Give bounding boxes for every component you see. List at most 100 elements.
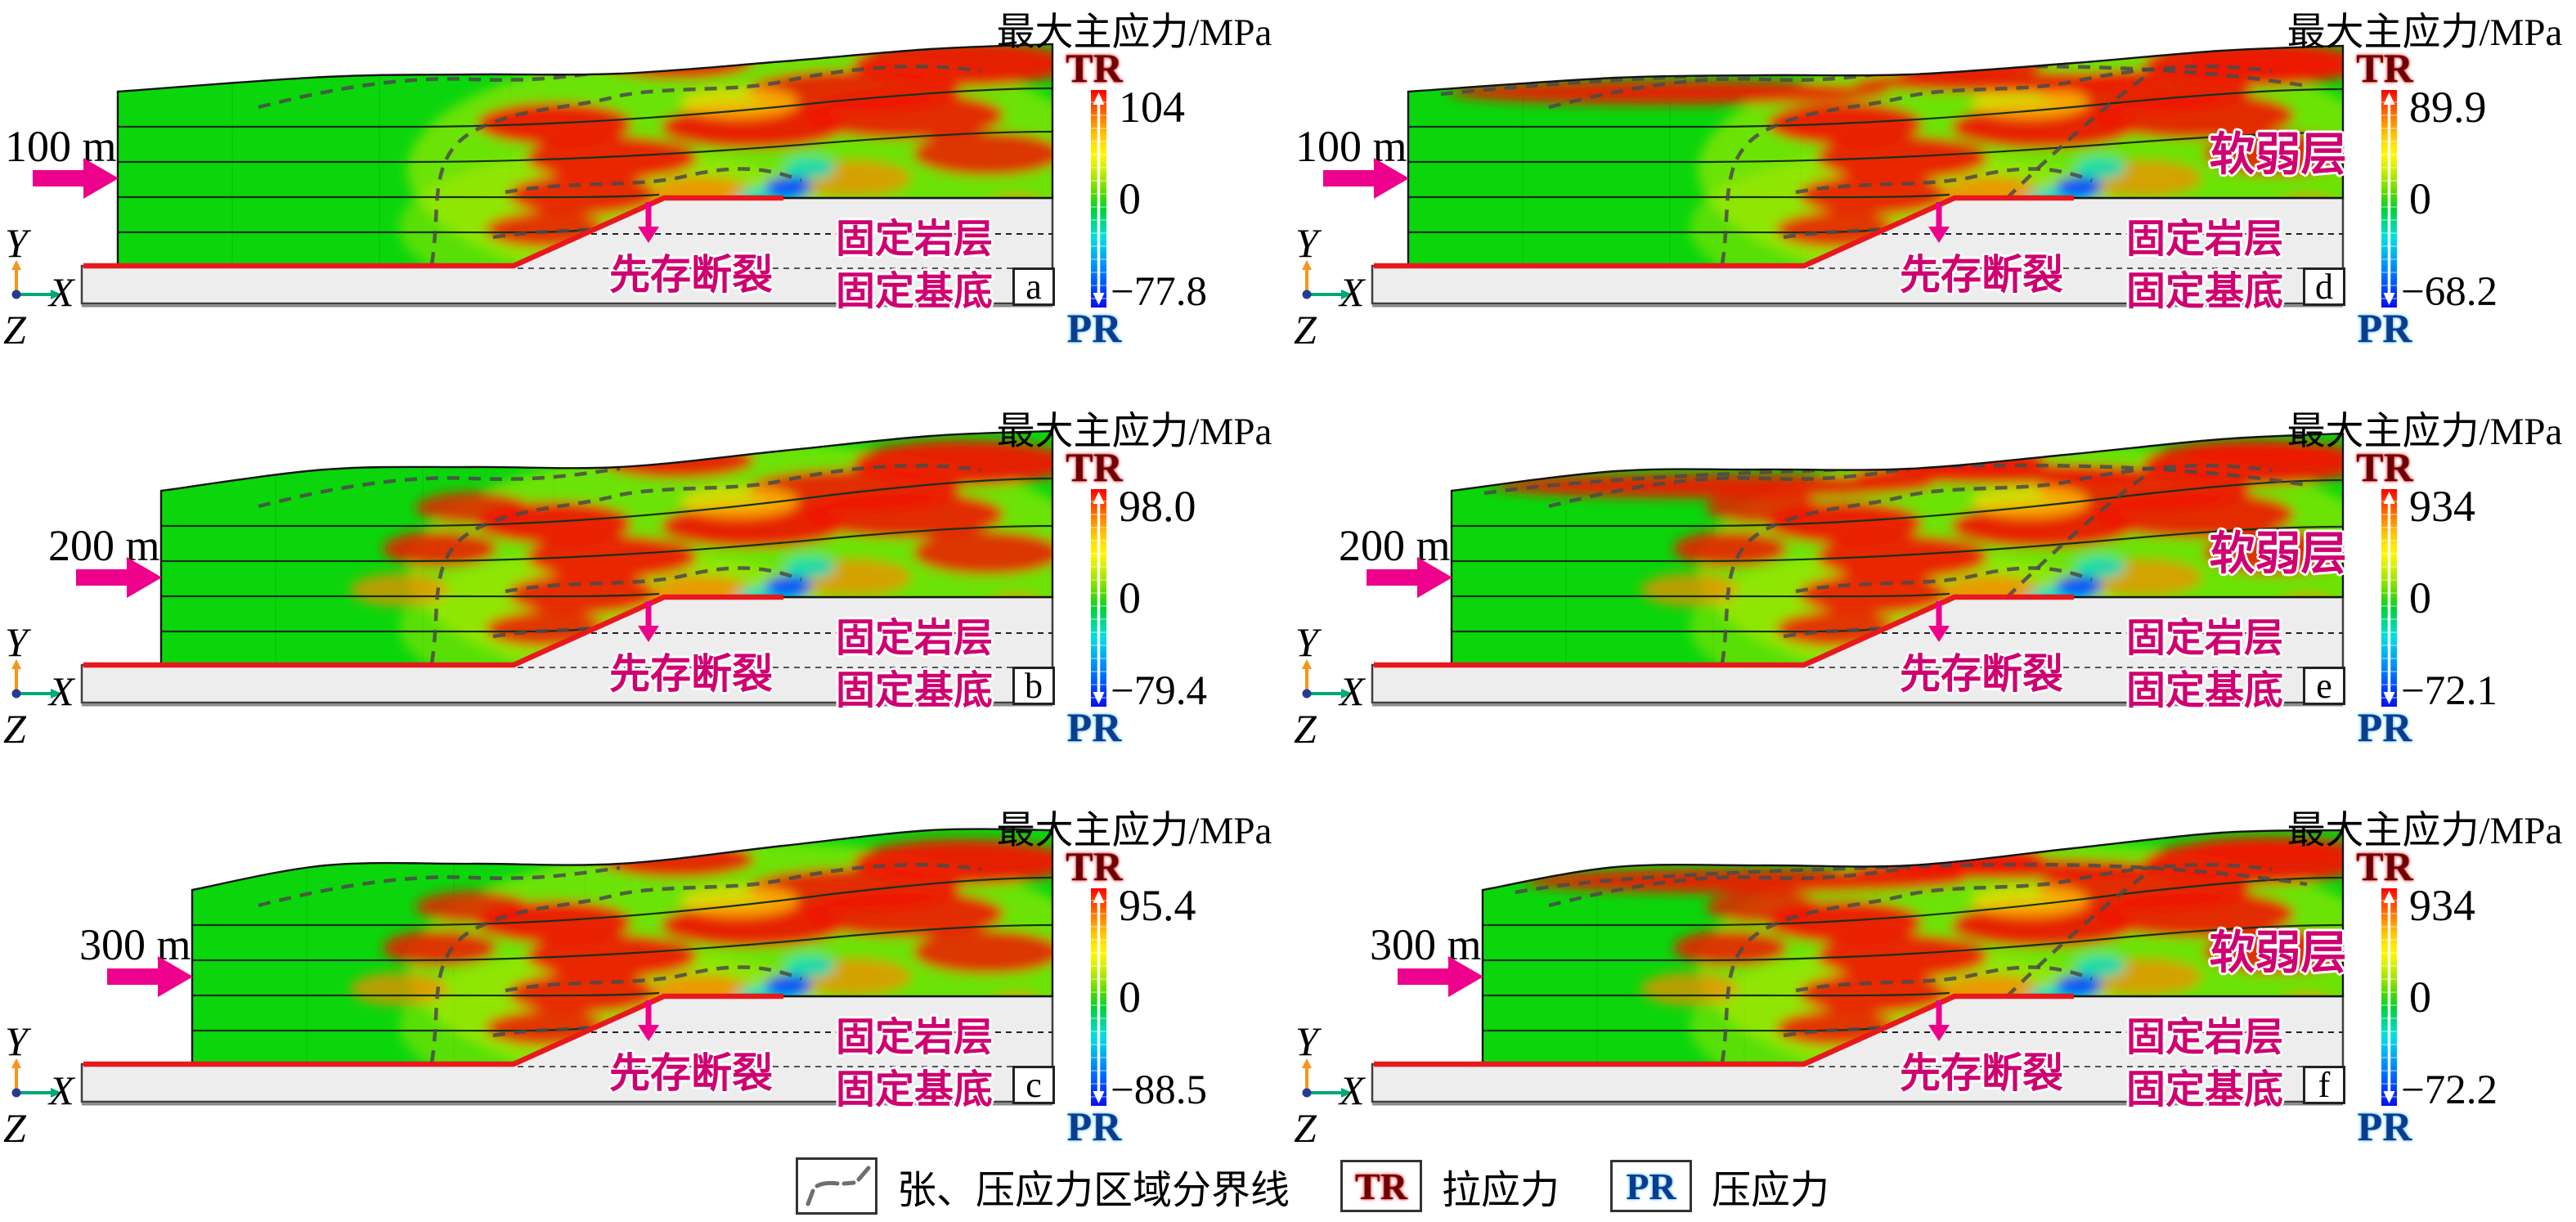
fault-line [1374, 993, 2074, 1067]
colorbar-zero-value: 0 [1119, 573, 1141, 622]
colorbar [2381, 888, 2397, 1106]
tr-label: TR [2356, 45, 2413, 91]
colorbar-max-value: 934 [2409, 482, 2475, 531]
pr-label: PR [2357, 305, 2412, 351]
push-arrow-icon [33, 158, 119, 199]
pre-existing-fault-label: 先存断裂 [609, 252, 773, 298]
fault-pointer-arrow-icon [638, 1000, 659, 1041]
pr-label: PR [2357, 704, 2412, 750]
colorbar [2381, 489, 2397, 707]
axis-z-label: Z [1294, 1105, 1317, 1151]
fault-line [83, 993, 783, 1067]
fixed-rock-layer-label: 固定岩层 [835, 617, 993, 660]
colorbar-zero-value: 0 [2409, 174, 2431, 223]
colorbar-max-value: 104 [1119, 83, 1185, 132]
colorbar-range-arrows-icon [2383, 92, 2395, 305]
fault-pointer-arrow-icon [638, 601, 659, 642]
axis-z-label: Z [3, 1105, 26, 1151]
axis-x-label: X [1340, 1067, 1365, 1113]
pr-label: PR [1066, 704, 1122, 750]
fault-line [83, 195, 783, 269]
z-axis-origin-dot-icon [11, 1088, 21, 1098]
fault-line [83, 594, 783, 668]
colorbar-range-arrows-icon [2383, 492, 2395, 704]
stress-panel-b: 200 m Y X Z 先存断裂 固定岩层 固定基底 b 最大主应力/MPa T… [0, 399, 1286, 792]
colorbar-title: 最大主应力/MPa [996, 411, 1272, 453]
pr-legend-label: PR [1626, 1165, 1676, 1207]
axis-x-label: X [1340, 269, 1365, 315]
panel-letter-badge: d [2303, 267, 2345, 307]
tr-label: TR [2356, 444, 2413, 490]
axis-z-label: Z [3, 706, 26, 752]
pr-legend-box: PR [1610, 1160, 1692, 1212]
axis-triad-icon [1302, 659, 1353, 699]
layer-lines [1452, 478, 2344, 633]
axis-triad-icon [11, 260, 62, 299]
colorbar [1091, 489, 1106, 707]
weak-layer-label: 软弱层 [2209, 130, 2347, 181]
pr-label: PR [1066, 305, 1122, 351]
tr-label: TR [1066, 444, 1123, 490]
fixed-basement-label: 固定基底 [835, 669, 993, 712]
model-cross-section [80, 429, 1054, 707]
boundary-line-legend-text: 张、压应力区域分界线 [896, 1169, 1290, 1212]
colorbar-zero-value: 0 [2409, 973, 2431, 1022]
colorbar-range-arrows-icon [1093, 492, 1105, 704]
fixed-rock-layer-label: 固定岩层 [2125, 617, 2283, 660]
colorbar-min-value: −79.4 [1111, 668, 1208, 714]
displacement-label: 200 m [1339, 521, 1451, 570]
fault-pointer-arrow-icon [1928, 202, 1950, 243]
tr-legend-box: TR [1340, 1160, 1422, 1212]
colorbar-min-value: −68.2 [2401, 269, 2498, 315]
fixed-rock-layer-label: 固定岩层 [2125, 218, 2283, 261]
axis-triad-icon [11, 1058, 62, 1098]
fixed-basement-label: 固定基底 [835, 270, 993, 313]
panel-letter-badge: b [1012, 666, 1055, 706]
weak-layer-label: 软弱层 [2209, 928, 2347, 979]
axis-y-label: Y [5, 220, 28, 266]
z-axis-origin-dot-icon [1302, 1088, 1312, 1098]
pre-existing-fault-label: 先存断裂 [1900, 1050, 2063, 1096]
colorbar-title: 最大主应力/MPa [996, 11, 1272, 54]
stress-panel-a: 100 m Y X Z 先存断裂 固定岩层 固定基底 a 最大主应力/MPa T… [0, 0, 1286, 393]
displacement-label: 300 m [79, 920, 191, 969]
model-cross-section [1371, 432, 2345, 707]
fault-line [1374, 195, 2074, 269]
colorbar-range-arrows-icon [2383, 891, 2395, 1103]
colorbar [1091, 90, 1106, 308]
colorbar-min-value: −72.2 [2401, 1067, 2498, 1113]
fixed-rock-layer-label: 固定岩层 [835, 218, 993, 261]
colorbar-title: 最大主应力/MPa [2287, 411, 2563, 453]
colorbar-min-value: −72.1 [2401, 668, 2498, 714]
boundary-line-legend-box [795, 1157, 877, 1215]
colorbar-range-arrows-icon [1093, 891, 1105, 1103]
colorbar-title: 最大主应力/MPa [2287, 810, 2563, 852]
pr-label: PR [2357, 1103, 2412, 1149]
axis-z-label: Z [1294, 706, 1317, 752]
pr-label: PR [1066, 1103, 1122, 1149]
panel-letter-badge: a [1012, 267, 1055, 307]
fixed-basement-label: 固定基底 [835, 1068, 993, 1112]
fault-pointer-arrow-icon [1928, 601, 1950, 642]
tr-label: TR [2356, 843, 2413, 889]
colorbar-max-value: 934 [2409, 881, 2475, 930]
push-arrow-icon [1323, 158, 1409, 199]
pre-existing-fault-label: 先存断裂 [1900, 651, 2063, 697]
axis-triad-icon [11, 659, 62, 699]
colorbar-max-value: 95.4 [1119, 881, 1196, 930]
z-axis-origin-dot-icon [11, 689, 21, 699]
colorbar-title: 最大主应力/MPa [996, 810, 1272, 852]
axis-triad-icon [1302, 1058, 1353, 1098]
axis-y-label: Y [1295, 1018, 1318, 1064]
fixed-basement-label: 固定基底 [2125, 270, 2283, 313]
colorbar-max-value: 98.0 [1119, 482, 1196, 531]
colorbar [1091, 888, 1106, 1106]
colorbar-zero-value: 0 [1119, 973, 1141, 1022]
pr-legend-text: 压应力 [1712, 1169, 1830, 1212]
tr-label: TR [1066, 843, 1123, 889]
colorbar-range-arrows-icon [1093, 92, 1105, 305]
weak-layer-label: 软弱层 [2209, 529, 2347, 580]
model-cross-section [1371, 44, 2345, 308]
figure-legend: 张、压应力区域分界线 TR 拉应力 PR 压应力 [0, 1150, 2576, 1222]
